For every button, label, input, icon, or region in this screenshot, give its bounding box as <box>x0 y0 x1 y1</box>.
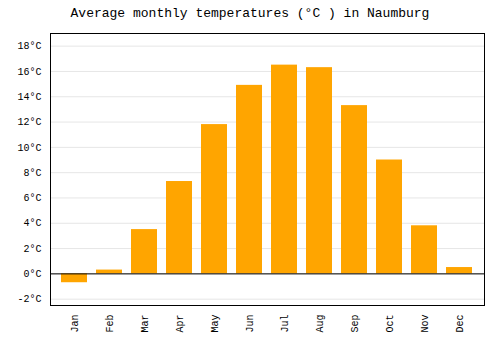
html-text:Average monthly temperatures (: Average monthly temperatures (°C ) in Na… <box>70 6 430 21</box>
svg-text:Feb: Feb <box>105 315 116 333</box>
svg-text:Aug: Aug <box>315 315 326 333</box>
svg-text:2°C: 2°C <box>23 244 41 255</box>
svg-text:18°C: 18°C <box>17 41 41 52</box>
svg-text:8°C: 8°C <box>23 168 41 179</box>
svg-text:Jan: Jan <box>70 315 81 333</box>
svg-text:Sep: Sep <box>350 315 361 333</box>
svg-text:May: May <box>210 315 221 333</box>
svg-text:Nov: Nov <box>420 315 431 333</box>
svg-text:12°C: 12°C <box>17 117 41 128</box>
svg-text:Mar: Mar <box>140 315 151 333</box>
svg-text:-2°C: -2°C <box>17 294 41 305</box>
svg-text:0°C: 0°C <box>23 269 41 280</box>
svg-text:Oct: Oct <box>385 315 396 333</box>
svg-text:16°C: 16°C <box>17 67 41 78</box>
svg-text:Jul: Jul <box>280 315 291 333</box>
svg-text:Apr: Apr <box>175 315 186 333</box>
svg-text:4°C: 4°C <box>23 218 41 229</box>
svg-text:14°C: 14°C <box>17 92 41 103</box>
svg-text:6°C: 6°C <box>23 193 41 204</box>
svg-text:Dec: Dec <box>455 315 466 333</box>
svg-text:10°C: 10°C <box>17 143 41 154</box>
svg-text:Jun: Jun <box>245 315 256 333</box>
